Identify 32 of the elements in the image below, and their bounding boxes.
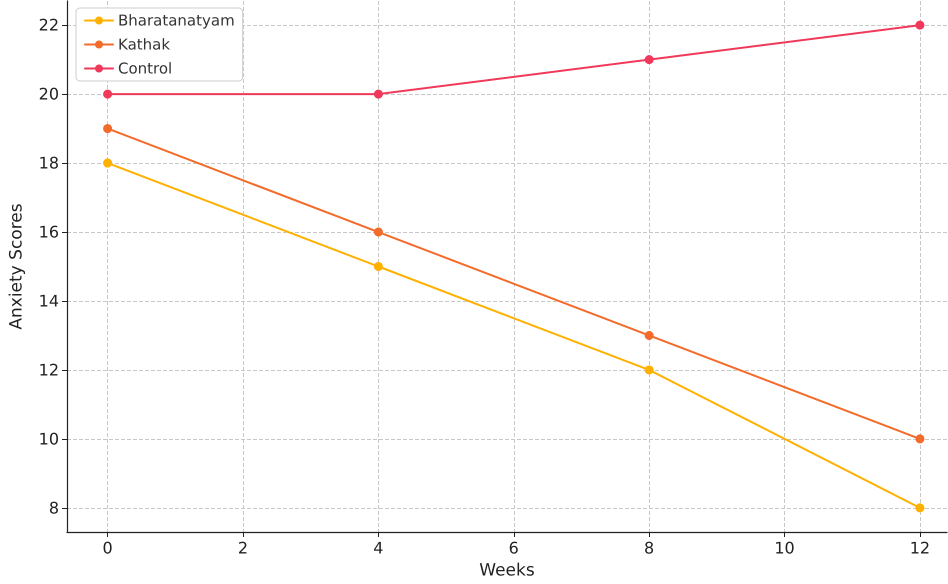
- point: [644, 330, 654, 340]
- point: [103, 90, 112, 99]
- point: [103, 124, 112, 134]
- point: [374, 90, 383, 99]
- point: [103, 158, 112, 168]
- legend-label: Bharatanatyam: [118, 12, 235, 30]
- y-axis-title: Anxiety Scores: [6, 203, 26, 330]
- x-tick-label: 6: [508, 538, 519, 558]
- x-tick-label: 8: [644, 538, 654, 558]
- y-tick-label: 20: [38, 84, 59, 104]
- point: [915, 434, 924, 444]
- x-tick-label: 4: [373, 538, 384, 558]
- y-tick-label: 18: [38, 154, 59, 173]
- x-tick-label: 10: [774, 538, 795, 558]
- y-tick-label: 22: [38, 16, 59, 35]
- point: [644, 55, 654, 64]
- y-tick-label: 16: [38, 222, 59, 242]
- point: [644, 365, 654, 374]
- y-tick-label: 8: [48, 498, 59, 518]
- point: [915, 503, 924, 512]
- y-tick-label: 10: [38, 429, 59, 448]
- y-tick-label: 14: [38, 291, 59, 310]
- point: [374, 262, 383, 271]
- y-tick-label: 12: [38, 360, 59, 380]
- point: [915, 20, 924, 30]
- point: [374, 228, 383, 237]
- x-axis-title: Weeks: [479, 560, 535, 580]
- x-tick-label: 12: [910, 538, 930, 558]
- x-tick-label: 0: [102, 538, 113, 558]
- x-tick-label: 2: [238, 538, 248, 558]
- legend-label: Control: [118, 60, 172, 78]
- legend-label: Kathak: [118, 36, 170, 54]
